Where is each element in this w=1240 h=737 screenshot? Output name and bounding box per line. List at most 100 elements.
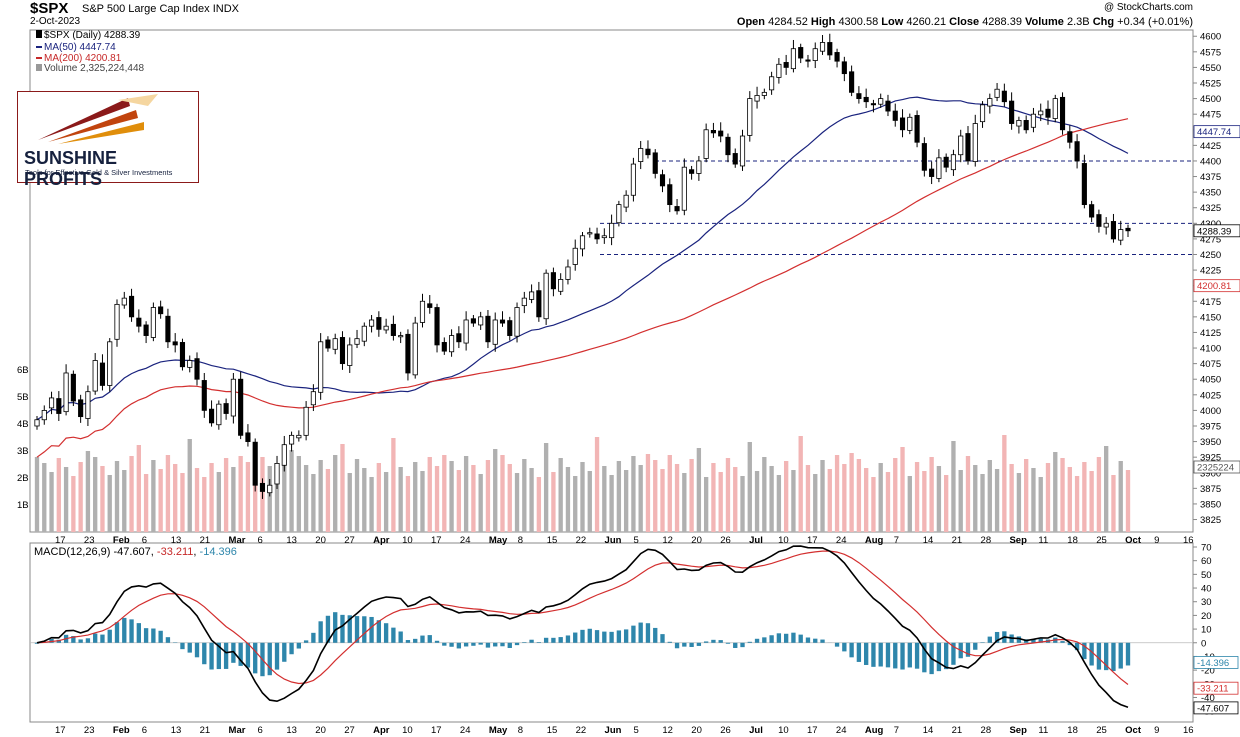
macd-histogram-bar xyxy=(820,639,825,643)
x-axis-label-macd: Feb xyxy=(113,725,130,736)
macd-histogram-bar xyxy=(194,642,200,658)
macd-histogram-bar xyxy=(303,640,309,643)
x-axis-label: 21 xyxy=(952,535,963,546)
volume-tag-box xyxy=(1193,460,1240,474)
volume-bar xyxy=(267,466,272,532)
macd-histogram-bar xyxy=(129,619,134,643)
candle-body xyxy=(579,235,586,250)
candle-body xyxy=(288,434,295,445)
candle-body xyxy=(587,232,593,235)
volume-bar xyxy=(943,475,949,532)
candle-body xyxy=(914,115,920,143)
price-tick-label: 3925 xyxy=(1200,453,1221,464)
volume-bar xyxy=(194,468,200,532)
macd-histogram-bar xyxy=(936,642,942,672)
x-axis-label-macd: 21 xyxy=(952,725,963,736)
x-axis-label: 24 xyxy=(460,535,471,546)
candle-body xyxy=(194,358,200,380)
macd-label: MACD(12,26,9) xyxy=(34,546,111,558)
volume-bar xyxy=(900,447,905,532)
x-axis-label-macd: 8 xyxy=(518,725,523,736)
volume-bar xyxy=(580,462,585,532)
x-axis-label-macd: 10 xyxy=(778,725,789,736)
macd-histogram-bar xyxy=(136,623,141,643)
candle-body xyxy=(834,52,840,62)
volume-bar xyxy=(667,455,672,532)
candle-body xyxy=(645,148,651,156)
candle-body xyxy=(78,399,84,418)
candle-body xyxy=(1016,120,1022,127)
legend-price-swatch xyxy=(36,30,42,38)
candle-body xyxy=(543,272,549,320)
macd-line xyxy=(36,545,1129,708)
sunshine-profits-logo: SUNSHINE PROFITS Tools for Effective Gol… xyxy=(17,91,199,189)
candle-body xyxy=(267,484,273,494)
macd-histogram-bar xyxy=(485,642,491,648)
candle-body xyxy=(979,104,986,123)
macd-histogram-bar xyxy=(587,628,592,643)
macd-histogram-bar xyxy=(907,642,912,668)
price-tick-label: 4100 xyxy=(1200,344,1221,355)
macd-histogram-bar xyxy=(209,642,214,670)
candle-body xyxy=(761,91,767,96)
macd-histogram-bar xyxy=(93,633,98,643)
volume-bar xyxy=(973,465,978,532)
candle-body xyxy=(805,59,811,62)
volume-bar xyxy=(805,465,811,532)
volume-bar xyxy=(638,465,643,532)
macd-histogram-bar xyxy=(427,635,432,643)
volume-bar xyxy=(383,472,389,532)
candle-body xyxy=(1001,90,1007,103)
candle-body xyxy=(310,391,316,406)
candle-body xyxy=(718,130,724,137)
x-axis-label: 23 xyxy=(84,535,95,546)
candle-body xyxy=(303,406,309,436)
macd-histogram-bar xyxy=(158,630,163,643)
volume-bar xyxy=(631,456,636,532)
price-tick-label: 3900 xyxy=(1200,468,1221,479)
macd-histogram-bar xyxy=(834,642,840,647)
legend-volume-text: Volume 2,325,224,448 xyxy=(44,63,145,74)
x-axis-label: Jul xyxy=(749,535,763,546)
macd-histogram-bar xyxy=(391,627,396,643)
x-axis-label-macd: Sep xyxy=(1009,725,1027,736)
x-axis-label-macd: 27 xyxy=(344,725,355,736)
last-price-tag: 4288.39 xyxy=(1197,226,1231,237)
macd-histogram-bar xyxy=(1082,642,1087,660)
volume-bar xyxy=(1060,458,1065,532)
legend-ma200-swatch xyxy=(36,57,42,60)
macd-histogram-bar xyxy=(703,641,709,643)
x-axis-label-macd: 10 xyxy=(402,725,413,736)
candle-body xyxy=(754,95,760,102)
macd-histogram-bar xyxy=(85,638,91,643)
volume-bar xyxy=(543,443,549,532)
macd-histogram-bar xyxy=(529,639,534,643)
macd-histogram-bar xyxy=(660,634,665,643)
macd-histogram-bar xyxy=(100,634,105,643)
price-tick-label: 4350 xyxy=(1200,188,1221,199)
macd-histogram-bar xyxy=(114,622,120,643)
credit-text: @ StockCharts.com xyxy=(1103,2,1193,13)
volume-tick-label: 6B xyxy=(17,365,29,376)
candle-body xyxy=(456,333,462,343)
legend-ma200-text: MA(200) 4200.81 xyxy=(44,53,122,64)
candle-body xyxy=(1067,131,1073,143)
volume-tick-label: 2B xyxy=(17,473,29,484)
macd-histogram-bar xyxy=(311,632,316,643)
macd-histogram-bar xyxy=(143,628,149,643)
candle-body xyxy=(929,168,935,177)
macd-histogram-bar xyxy=(216,642,222,670)
macd-histogram-bar xyxy=(420,635,425,643)
volume-bar xyxy=(158,469,163,532)
legend-ma50-text: MA(50) 4447.74 xyxy=(44,42,116,53)
x-axis-label: 27 xyxy=(344,535,355,546)
macd-histogram-bar xyxy=(514,642,520,646)
macd-histogram-bar xyxy=(856,642,862,662)
legend-price-text: $SPX (Daily) 4288.39 xyxy=(44,30,141,41)
volume-bar xyxy=(653,460,658,532)
price-panel-frame xyxy=(29,29,1194,533)
macd-histogram-bar xyxy=(107,629,112,643)
macd-hist-tag-box xyxy=(1193,656,1239,669)
macd-tick-label: 0 xyxy=(1201,638,1206,649)
volume-bar xyxy=(922,471,927,532)
